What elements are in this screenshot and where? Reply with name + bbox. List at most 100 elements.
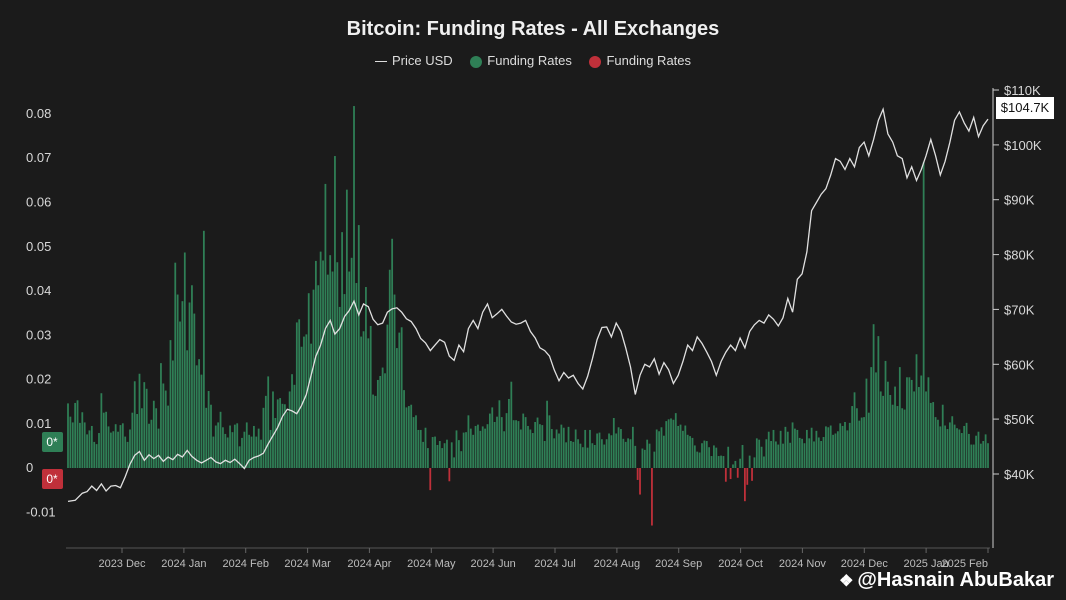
funding-rate-bar [603,444,606,468]
x-tick-label: 2024 Jan [161,558,206,570]
funding-rate-bar [529,429,532,468]
funding-rate-bar [939,426,942,468]
funding-rate-bar [384,373,386,468]
funding-rate-bar [343,294,346,468]
funding-rate-bar [863,417,865,468]
funding-rate-bar [946,429,949,468]
funding-rate-bar [858,420,861,468]
funding-rate-bar [88,430,91,468]
funding-rate-bar [243,431,246,468]
funding-rate-bar [350,257,353,468]
funding-rate-bar [522,413,525,468]
funding-rate-bar [915,354,918,468]
right-tick-label: $50K [1004,412,1035,427]
funding-rate-bar [100,393,103,468]
funding-rate-bar [870,367,873,468]
funding-rate-bar [391,238,394,468]
funding-rate-bar [453,457,456,468]
funding-rate-bar [129,429,131,468]
funding-rate-bar [279,398,282,468]
funding-rate-bar [336,262,339,468]
funding-rate-bar [620,429,622,468]
funding-rate-bar [641,448,644,468]
funding-rate-bar [927,377,930,468]
legend-price[interactable]: Price USD [374,53,453,68]
funding-rate-bar [357,225,360,468]
funding-rate-bar [143,382,146,468]
funding-rate-bar [543,441,546,468]
funding-rate-bar [548,415,551,468]
funding-rate-bar [965,422,968,468]
funding-rate-bar [167,405,169,468]
funding-rate-bar [767,431,770,468]
funding-rate-bar [222,427,224,468]
left-tick-label: 0.02 [26,372,51,387]
funding-rate-bar [245,422,248,468]
funding-rate-bar [131,412,134,468]
funding-rate-bar [310,343,312,468]
funding-rate-bar [257,428,260,468]
left-tick-label: 0.05 [26,239,51,254]
funding-rate-bar [288,391,291,468]
funding-rate-bar [493,421,496,468]
funding-rate-bar [698,452,701,468]
funding-rate-bar [624,441,627,468]
funding-rate-bar [510,381,513,468]
funding-rate-bar [579,443,582,468]
funding-rate-bar [191,285,193,468]
funding-rate-bar [508,398,510,468]
funding-rate-bar [817,437,820,468]
funding-rate-bar [827,427,830,468]
funding-rate-bar [598,432,601,468]
funding-rate-bar [570,441,572,468]
funding-rate-bar [734,460,737,468]
funding-rate-bar [977,431,980,468]
right-tick-label: $70K [1004,302,1035,317]
funding-rate-bar [932,402,935,468]
funding-rate-bar [727,446,730,468]
funding-rate-bar [565,442,568,468]
funding-rate-bar [331,271,334,468]
funding-rate-bar [917,387,920,468]
funding-rate-bar [739,458,742,468]
funding-rate-bar [338,306,341,468]
funding-rate-bar [674,413,677,468]
chart-title: Bitcoin: Funding Rates - All Exchanges [346,18,720,40]
funding-rate-bar [274,418,277,468]
funding-rate-bar [293,384,296,468]
funding-rate-bar [231,432,234,468]
funding-rate-bar [834,433,837,468]
zero-badge-negative-label: 0* [46,472,58,486]
funding-rate-bar [193,313,196,468]
x-tick-label: 2024 Nov [779,558,827,570]
funding-rate-bar [941,404,944,468]
left-tick-label: 0.08 [26,106,51,121]
zero-badge-positive-label: 0* [46,435,58,449]
legend-funding-positive[interactable]: Funding Rates [470,53,572,68]
funding-rate-bar [596,433,599,468]
funding-rate-bar [782,443,784,468]
funding-rate-bar [586,447,589,468]
legend-funding-negative[interactable]: Funding Rates [589,53,691,68]
funding-rate-bar [729,468,732,480]
right-tick-label: $90K [1004,193,1035,208]
funding-rate-bar [176,294,179,468]
funding-rate-bar [407,406,410,468]
funding-rate-bar [896,406,899,468]
funding-rate-bar [608,433,610,468]
funding-rate-bar [291,374,293,468]
funding-rate-bar [69,416,72,468]
funding-rate-bar [517,421,520,468]
funding-rate-bar [422,441,425,468]
funding-rate-bar [400,327,403,468]
funding-rate-bar [898,367,901,468]
funding-rate-bar [264,395,267,468]
funding-rate-bar [79,422,81,468]
funding-rate-bar [500,417,503,468]
funding-rate-bar [486,424,489,468]
funding-rate-bar [105,411,108,468]
funding-rate-bar [856,408,858,468]
funding-rate-bar [241,437,243,468]
funding-rate-bar [329,255,332,468]
funding-rate-bar [755,438,758,468]
